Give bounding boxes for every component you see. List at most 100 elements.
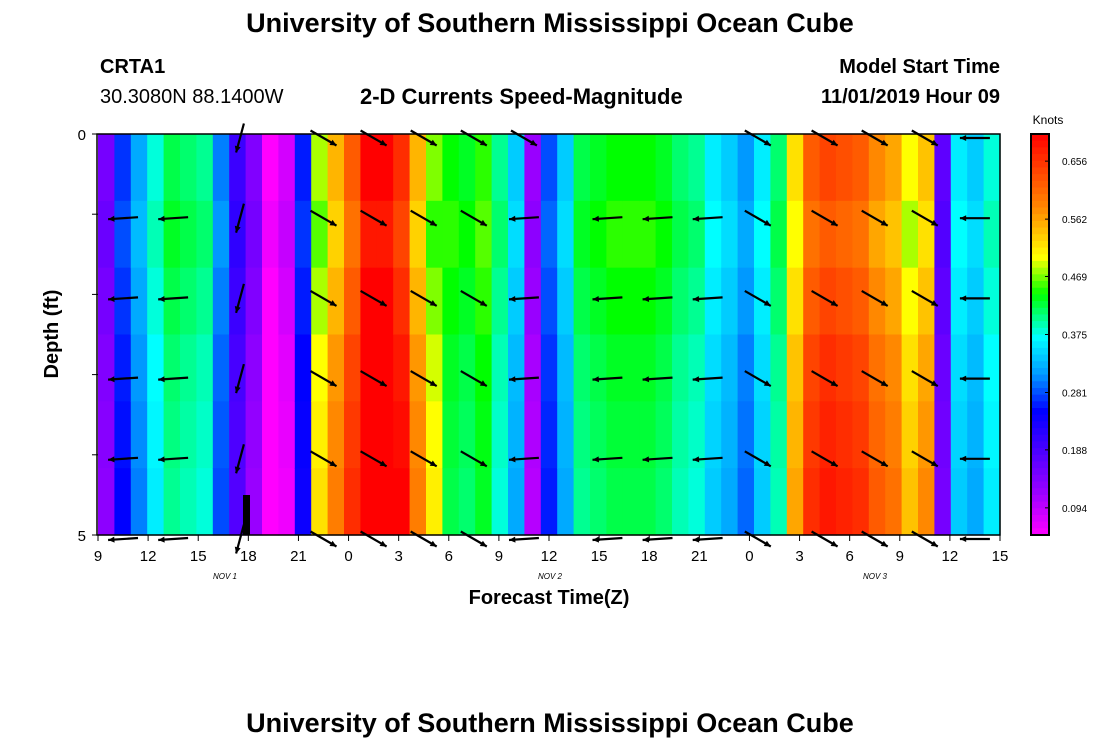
heatmap-cell bbox=[934, 468, 952, 536]
heatmap-cell bbox=[393, 267, 411, 336]
heatmap-cell bbox=[721, 134, 739, 202]
current-vector-head bbox=[479, 139, 487, 146]
heatmap-cell bbox=[524, 401, 542, 469]
heatmap-cell bbox=[393, 334, 411, 402]
x-axis-title: Forecast Time(Z) bbox=[469, 587, 630, 609]
colorbar-swatch bbox=[1031, 501, 1049, 509]
current-vector-head bbox=[880, 380, 888, 387]
heatmap-cell bbox=[786, 267, 804, 336]
heatmap-cell bbox=[130, 468, 148, 536]
current-vector-head bbox=[959, 455, 967, 462]
heatmap-cell bbox=[229, 401, 247, 469]
current-vector-head bbox=[763, 139, 771, 146]
heatmap-cell bbox=[557, 267, 575, 336]
heatmap-cell bbox=[622, 401, 640, 469]
heatmap-cell bbox=[868, 200, 886, 269]
heatmap-cell bbox=[180, 200, 197, 269]
colorbar-swatch bbox=[1031, 154, 1049, 162]
heatmap-cell bbox=[262, 134, 279, 202]
heatmap-cell bbox=[245, 200, 263, 269]
current-vector-head bbox=[763, 380, 771, 387]
heatmap-cell bbox=[819, 401, 837, 469]
colorbar-swatch bbox=[1031, 220, 1049, 229]
heatmap-cell bbox=[836, 200, 853, 269]
heatmap-cell bbox=[606, 401, 624, 469]
x-tick-label: 12 bbox=[140, 548, 157, 565]
colorbar-swatch bbox=[1031, 341, 1049, 349]
heatmap-cell bbox=[147, 334, 165, 402]
heatmap-cell bbox=[491, 267, 509, 336]
colorbar-swatch bbox=[1031, 521, 1049, 529]
current-vector-head bbox=[959, 375, 967, 382]
x-tick-label: 18 bbox=[641, 548, 658, 565]
heatmap-cell bbox=[442, 200, 460, 269]
heatmap-cell bbox=[737, 200, 755, 269]
heatmap-cell bbox=[98, 200, 115, 269]
current-vector-head bbox=[880, 460, 888, 467]
heatmap-cell bbox=[491, 134, 509, 202]
heatmap-cell bbox=[163, 267, 181, 336]
heatmap-cell bbox=[540, 334, 558, 402]
x-tick-label: 12 bbox=[942, 548, 959, 565]
heatmap-cell bbox=[983, 267, 1001, 336]
heatmap-cell bbox=[557, 401, 575, 469]
heatmap-cell bbox=[836, 267, 853, 336]
current-vector-head bbox=[930, 460, 938, 467]
heatmap-cell bbox=[360, 267, 378, 336]
heatmap-cell bbox=[327, 468, 345, 536]
heatmap-cell bbox=[590, 401, 607, 469]
colorbar-swatch bbox=[1031, 294, 1049, 302]
current-vector-head bbox=[158, 456, 165, 463]
heatmap-cell bbox=[442, 334, 460, 402]
heatmap-cell bbox=[852, 334, 870, 402]
current-vector-head bbox=[959, 295, 967, 302]
heatmap-cell bbox=[344, 468, 361, 536]
colorbar-swatch bbox=[1031, 381, 1049, 389]
heatmap-cell bbox=[196, 401, 214, 469]
heatmap-cell bbox=[573, 200, 591, 269]
heatmap-cell bbox=[426, 468, 443, 536]
heatmap-cell bbox=[786, 468, 804, 536]
heatmap-cell bbox=[327, 134, 345, 202]
colorbar-swatch bbox=[1031, 394, 1049, 402]
heatmap-cell bbox=[311, 334, 329, 402]
current-vector-head bbox=[379, 219, 387, 226]
heatmap-cell bbox=[885, 401, 903, 469]
heatmap-cell bbox=[294, 200, 312, 269]
colorbar-swatch bbox=[1031, 514, 1049, 523]
heatmap-cell bbox=[491, 334, 509, 402]
heatmap-cell bbox=[180, 134, 197, 202]
heatmap-cell bbox=[688, 267, 706, 336]
current-vector-head bbox=[592, 376, 599, 383]
heatmap-cell bbox=[98, 334, 115, 402]
heatmap-cell bbox=[360, 134, 378, 202]
heatmap-cell bbox=[704, 267, 722, 336]
vector-layer bbox=[108, 123, 990, 554]
colorbar-swatch bbox=[1031, 488, 1049, 496]
heatmap-cell bbox=[442, 267, 460, 336]
heatmap-cell bbox=[229, 468, 247, 536]
colorbar-label: 0.188 bbox=[1062, 446, 1087, 457]
heatmap-cell bbox=[508, 468, 525, 536]
heatmap-cell bbox=[901, 267, 919, 336]
current-vector-head bbox=[592, 456, 599, 463]
heatmap-cell bbox=[606, 334, 624, 402]
heatmap-cell bbox=[672, 134, 689, 202]
colorbar-label: 0.469 bbox=[1062, 273, 1087, 284]
heatmap-cell bbox=[114, 334, 132, 402]
heatmap-cell bbox=[229, 200, 247, 269]
heatmap-cell bbox=[409, 267, 427, 336]
heatmap-cell bbox=[819, 334, 837, 402]
heatmap-cell bbox=[245, 267, 263, 336]
heatmap-cell bbox=[294, 134, 312, 202]
current-vector-head bbox=[692, 296, 700, 302]
heatmap-cell bbox=[606, 468, 624, 536]
heatmap-cell bbox=[426, 200, 443, 269]
current-vector-head bbox=[642, 536, 650, 543]
current-vector-head bbox=[592, 536, 599, 543]
heatmap-cell bbox=[458, 334, 476, 402]
colorbar-swatch bbox=[1031, 374, 1049, 382]
heatmap-cell bbox=[262, 200, 279, 269]
current-vector-head bbox=[830, 540, 838, 547]
current-vector-head bbox=[830, 139, 838, 146]
